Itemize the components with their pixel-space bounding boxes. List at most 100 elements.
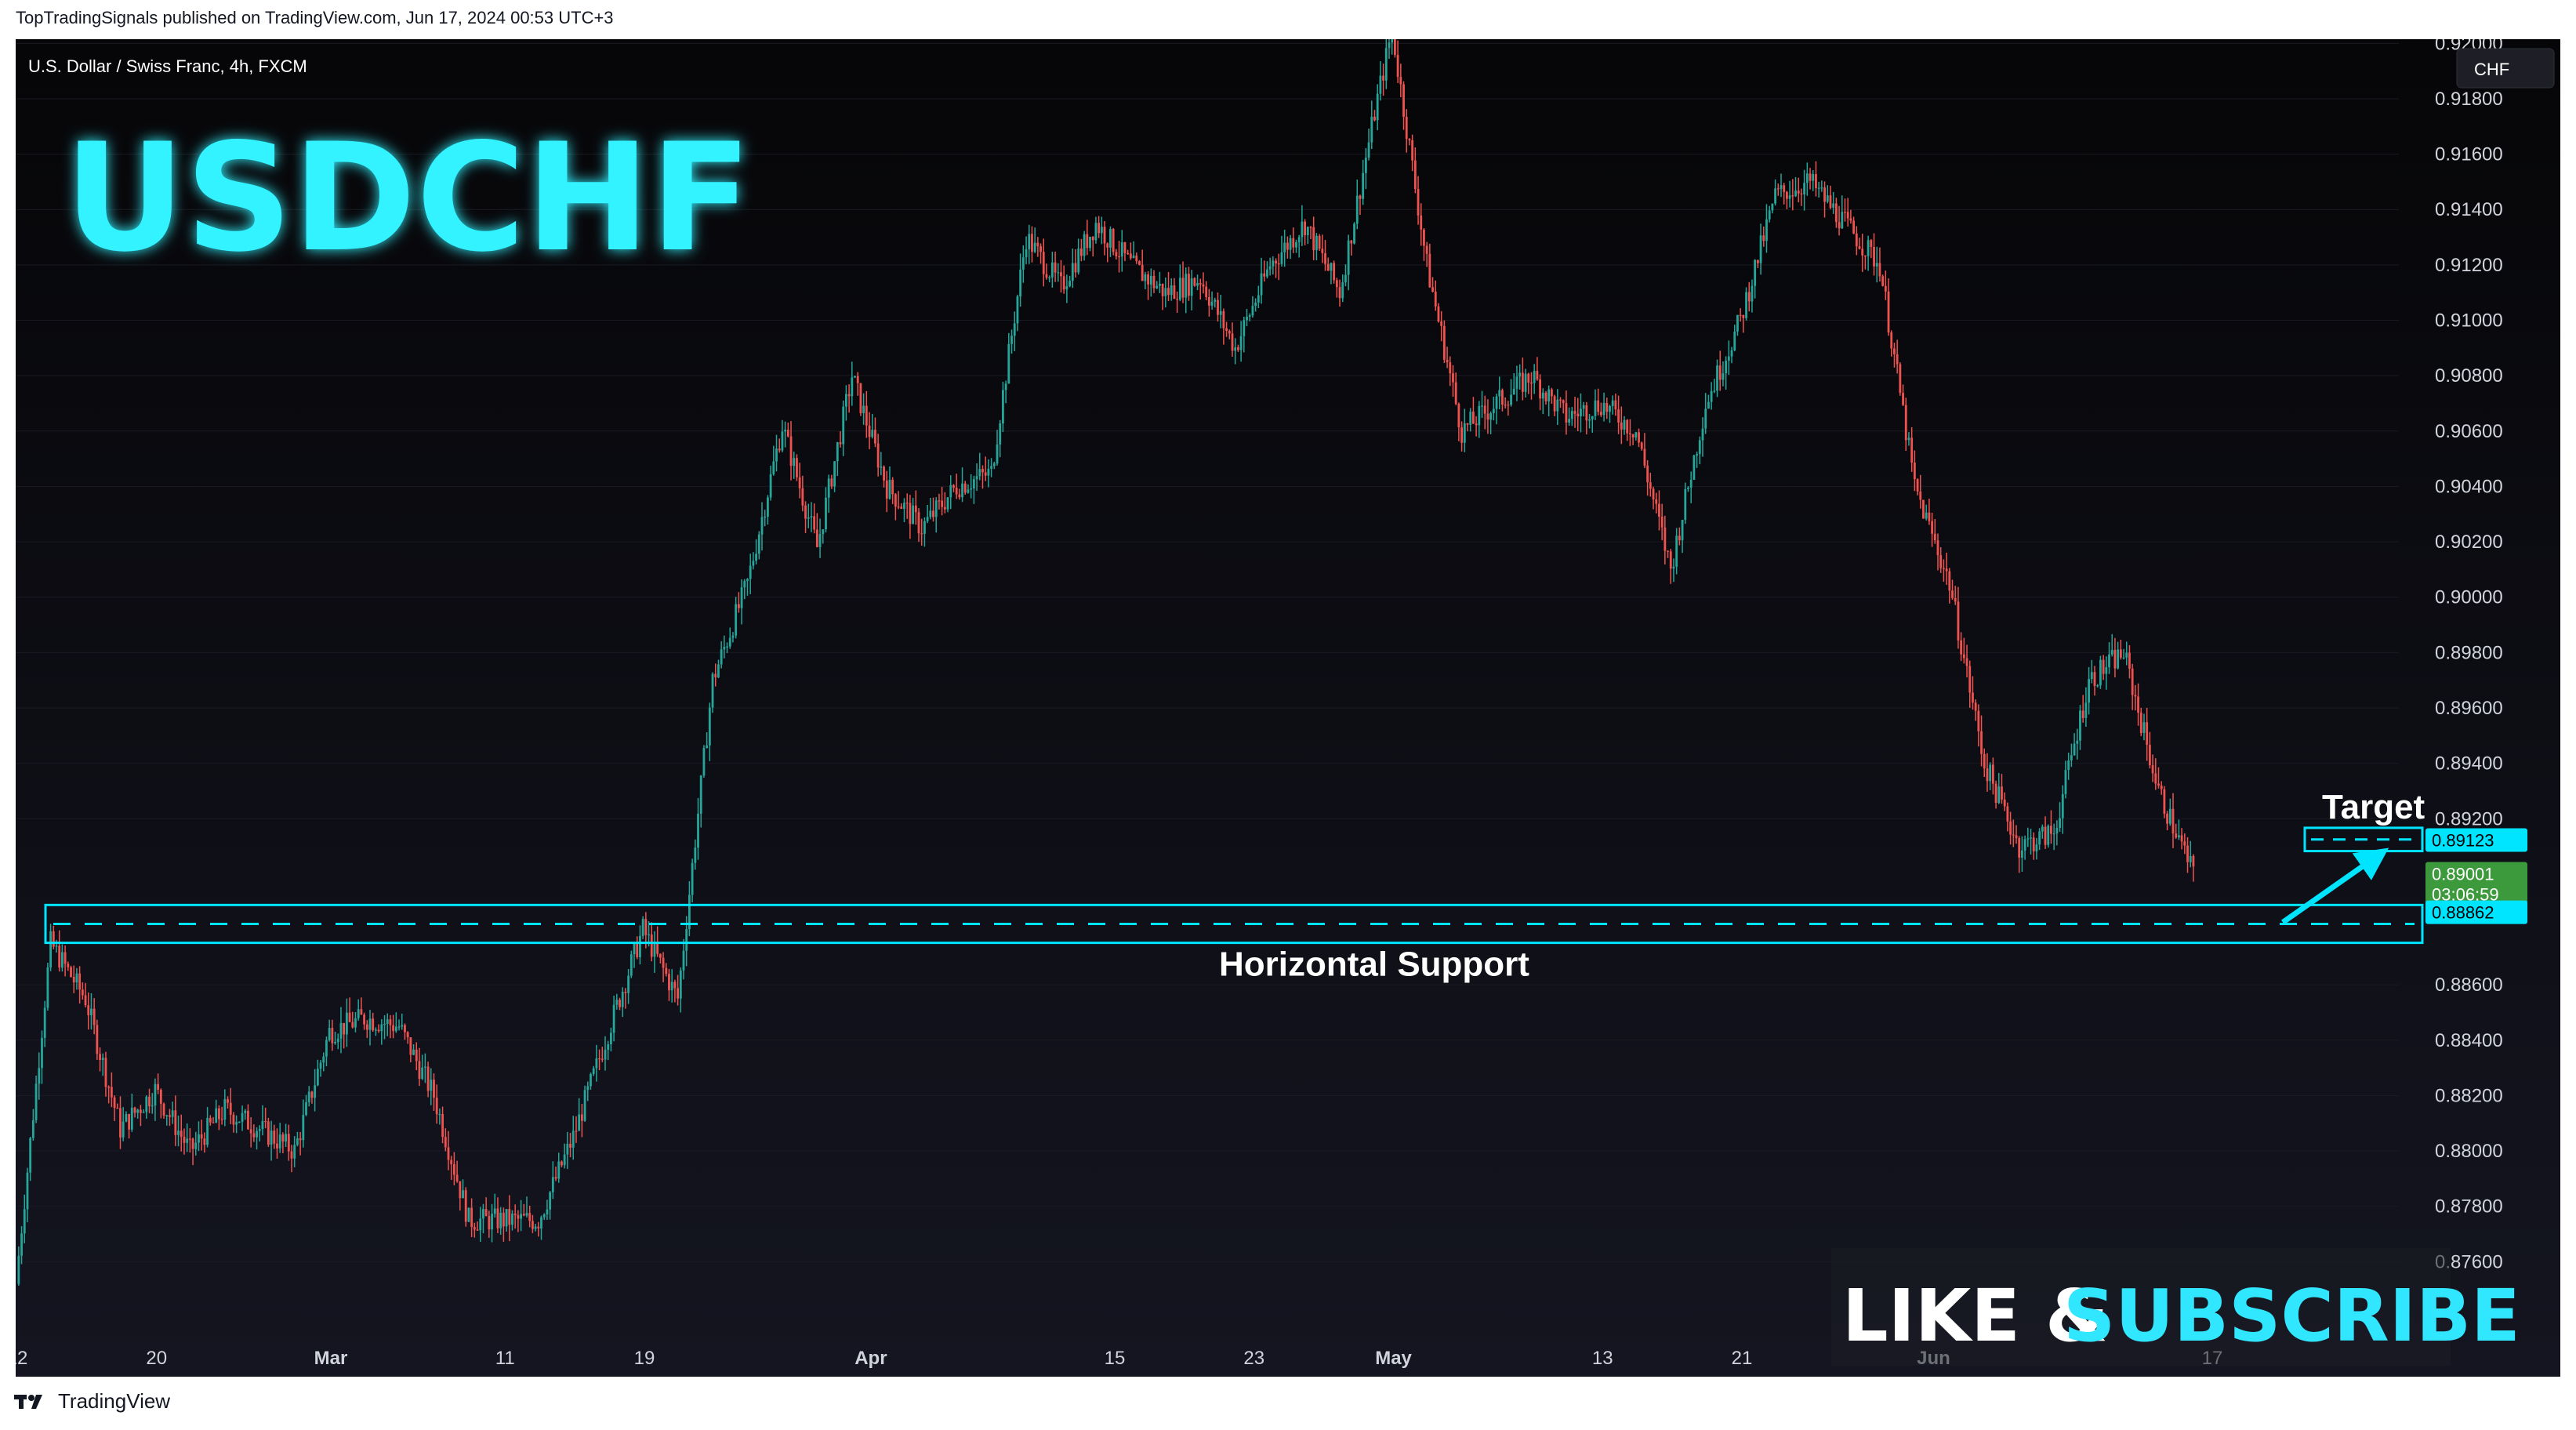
candle-body xyxy=(1713,390,1716,392)
candle-body xyxy=(2175,833,2178,838)
candle-body xyxy=(1036,242,1039,247)
candle-body xyxy=(938,500,941,502)
candle-body xyxy=(1649,482,1652,489)
candle-body xyxy=(334,1042,336,1043)
candle-body xyxy=(1599,412,1602,416)
candle-body xyxy=(1333,263,1336,281)
candle-body xyxy=(351,1022,354,1028)
candle-body xyxy=(1388,42,1391,49)
candle-body xyxy=(845,394,847,407)
candle-body xyxy=(1338,287,1341,299)
y-tick-label: 0.88600 xyxy=(2435,975,2503,996)
candle-body xyxy=(447,1147,450,1160)
candle-body xyxy=(854,376,856,378)
candle-body xyxy=(273,1131,276,1144)
candle-body xyxy=(1266,269,1268,277)
y-tick-label: 0.89600 xyxy=(2435,698,2503,719)
candle-body xyxy=(372,1018,375,1031)
candle-body xyxy=(1222,310,1225,328)
candle-body xyxy=(58,945,61,968)
x-tick-label: 11 xyxy=(495,1348,515,1369)
price-axis[interactable]: 0.920000.918000.916000.914000.912000.910… xyxy=(2425,39,2527,1272)
candle-body xyxy=(789,436,793,466)
candle-body xyxy=(1907,437,1910,441)
candle-body xyxy=(1602,402,1605,416)
candle-body xyxy=(218,1108,220,1120)
candle-body xyxy=(232,1114,235,1125)
candle-body xyxy=(2178,835,2180,838)
y-tick-label: 0.89200 xyxy=(2435,808,2503,829)
candle-body xyxy=(912,505,914,524)
candle-body xyxy=(2032,837,2035,851)
candle-body xyxy=(833,461,836,487)
candle-body xyxy=(1106,243,1109,248)
candle-body xyxy=(1849,218,1852,221)
candle-body xyxy=(1943,568,1945,569)
candle-body xyxy=(1899,364,1902,394)
candle-body xyxy=(1945,568,1948,572)
candle-body xyxy=(1394,39,1396,56)
candle-body xyxy=(154,1083,157,1106)
candle-body xyxy=(868,425,871,437)
candle-body xyxy=(220,1119,223,1120)
candle-body xyxy=(46,967,49,1008)
candle-body xyxy=(1855,233,1858,247)
x-tick-label: Apr xyxy=(854,1348,887,1369)
candle-body xyxy=(1272,260,1275,267)
candle-body xyxy=(1144,274,1147,281)
candle-body xyxy=(990,466,992,469)
candle-body xyxy=(1408,139,1411,140)
candle-body xyxy=(2088,679,2090,703)
candle-body xyxy=(116,1108,119,1109)
tradingview-logo[interactable]: TradingView xyxy=(14,1389,170,1414)
candle-body xyxy=(2041,826,2044,832)
candle-body xyxy=(2154,773,2157,784)
candle-body xyxy=(1399,77,1402,85)
candle-body xyxy=(433,1080,435,1098)
candle-body xyxy=(383,1024,386,1025)
candle-body xyxy=(200,1134,203,1139)
candle-body xyxy=(1050,262,1054,278)
candle-body xyxy=(659,953,662,958)
candle-body xyxy=(502,1212,505,1227)
candle-body xyxy=(1846,212,1849,219)
candle-body xyxy=(627,975,630,993)
candle-body xyxy=(261,1120,264,1130)
candle-body xyxy=(1167,288,1170,296)
currency-button[interactable]: CHF xyxy=(2456,48,2555,89)
candle-body xyxy=(206,1118,209,1145)
candle-body xyxy=(2015,835,2018,839)
x-tick-label: 23 xyxy=(1243,1348,1264,1369)
chart-svg[interactable]: 0.920000.918000.916000.914000.912000.910… xyxy=(16,39,2560,1377)
candle-body xyxy=(203,1138,206,1145)
candle-body xyxy=(1765,219,1768,241)
candle-body xyxy=(1355,195,1359,224)
y-tick-label: 0.89800 xyxy=(2435,642,2503,663)
candle-body xyxy=(711,673,714,708)
candle-body xyxy=(299,1138,302,1141)
candle-body xyxy=(1747,292,1751,302)
candle-body xyxy=(70,967,72,977)
candle-body xyxy=(1553,396,1556,412)
candle-body xyxy=(830,478,833,487)
candle-body xyxy=(1362,172,1365,199)
candle-body xyxy=(38,1068,41,1084)
candle-body xyxy=(717,664,720,678)
candle-body xyxy=(389,1019,392,1025)
candle-body xyxy=(1028,234,1031,249)
candle-body xyxy=(1681,520,1684,541)
candle-body xyxy=(1565,403,1568,423)
candle-body xyxy=(1991,764,1994,784)
candle-body xyxy=(1667,550,1669,552)
candle-body xyxy=(1013,323,1016,336)
candle-body xyxy=(1623,419,1626,430)
candle-body xyxy=(775,448,778,462)
candle-body xyxy=(1768,210,1771,220)
candle-body xyxy=(1762,235,1765,241)
candle-body xyxy=(728,637,731,647)
candle-body xyxy=(2171,808,2175,834)
candle-body xyxy=(336,1038,339,1043)
chart-area[interactable]: 0.92000 0.91800 0.91600 0.91400 0.91200 0.910… xyxy=(16,39,2560,1377)
candle-body xyxy=(1780,185,1783,189)
y-tick-label: 0.90800 xyxy=(2435,365,2503,387)
